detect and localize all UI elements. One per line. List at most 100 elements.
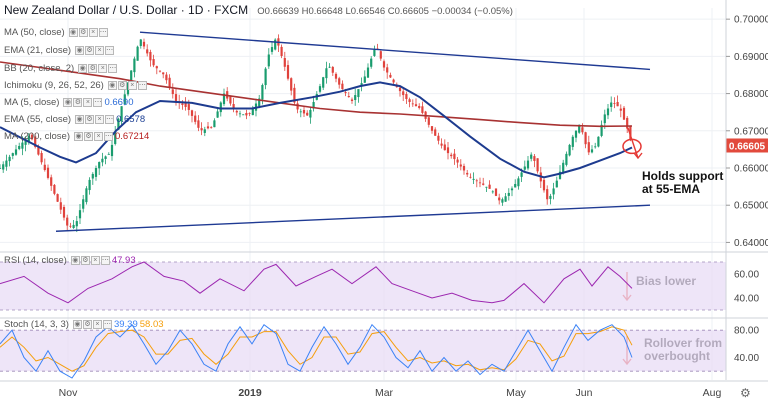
candle-body [603,114,606,124]
trendlines [55,31,651,232]
more-icon[interactable]: ⋯ [108,64,118,73]
gear-icon[interactable]: ⚙ [73,98,83,107]
gear-icon[interactable]: ⚙ [85,46,95,55]
candle-body [469,176,472,178]
candle-body [18,145,21,150]
close-icon[interactable]: × [95,46,105,55]
more-icon[interactable]: ⋯ [105,115,115,124]
indicator-value: 0.6578 [116,114,146,125]
more-icon[interactable]: ⋯ [137,81,147,90]
eye-icon[interactable]: ◉ [68,28,78,37]
close-icon[interactable]: × [94,132,103,141]
eye-icon[interactable]: ◉ [70,256,80,265]
candle-body [290,78,293,91]
candle-body [507,192,510,196]
indicator-legend-row[interactable]: MA (200, close) ◉ ⚙ × ⋯ 0.67214 [4,131,149,142]
candle-body [584,132,587,145]
indicator-legend-row[interactable]: BB (20, close, 2) ◉ ⚙ × ⋯ [4,63,118,74]
more-icon[interactable]: ⋯ [104,132,113,141]
eye-icon[interactable]: ◉ [74,132,83,141]
candle-body [302,109,306,114]
candle-body [466,172,469,175]
candle-body [299,111,302,113]
indicator-legend-row[interactable]: Ichimoku (9, 26, 52, 26) ◉ ⚙ × ⋯ [4,80,147,91]
candle-body [517,178,520,187]
indicator-label: MA (5, close) [4,97,60,108]
more-icon[interactable]: ⋯ [93,98,103,107]
more-icon[interactable]: ⋯ [100,256,110,265]
eye-icon[interactable]: ◉ [63,98,73,107]
ma200-line [0,61,633,128]
gear-icon[interactable]: ⚙ [84,132,93,141]
candle-body [0,168,2,169]
candle-body [11,153,14,156]
close-icon[interactable]: × [127,81,137,90]
eye-icon[interactable]: ◉ [107,81,117,90]
candle-body [520,172,523,177]
close-icon[interactable]: × [95,115,105,124]
gear-icon[interactable]: ⚙ [82,320,92,329]
candle-body [312,102,315,109]
more-icon[interactable]: ⋯ [98,28,108,37]
candle-body [418,106,421,108]
candle-body [130,70,133,83]
candle-body [62,206,66,218]
eye-icon[interactable]: ◉ [75,46,85,55]
candle-body [622,107,626,120]
candle-body [235,110,238,113]
indicator-legend-row[interactable]: EMA (55, close) ◉ ⚙ × ⋯ 0.6578 [4,114,145,125]
indicator-label: MA (50, close) [4,27,65,38]
rsi-legend[interactable]: RSI (14, close) ◉ ⚙ × ⋯ 47.93 [4,255,136,266]
settings-gear-icon[interactable]: ⚙ [740,386,751,400]
candle-body [354,95,357,101]
indicator-legend-row[interactable]: EMA (21, close) ◉ ⚙ × ⋯ [4,45,115,56]
chart-title: New Zealand Dollar / U.S. Dollar · 1D · … [4,3,249,17]
candle-body [213,120,216,128]
candle-body [270,47,274,52]
gear-icon[interactable]: ⚙ [85,115,95,124]
y-tick-label: 0.64000 [734,238,768,249]
candle-body [462,165,466,171]
candle-body [382,61,386,68]
candle-body [558,171,562,179]
ema55-line [0,81,633,179]
candle-body [149,51,152,61]
candle-body [578,124,581,133]
candle-body [581,127,584,133]
candle-body [555,180,558,188]
gear-icon[interactable]: ⚙ [80,256,90,265]
more-icon[interactable]: ⋯ [105,46,115,55]
close-icon[interactable]: × [98,64,108,73]
candle-body [158,70,162,72]
candle-body [104,156,107,159]
eye-icon[interactable]: ◉ [72,320,82,329]
close-icon[interactable]: × [92,320,102,329]
gear-icon[interactable]: ⚙ [78,28,88,37]
eye-icon[interactable]: ◉ [78,64,88,73]
down-arrow-head [633,152,643,160]
indicator-legend-row[interactable]: MA (5, close) ◉ ⚙ × ⋯ 0.6690 [4,97,134,108]
stoch-legend[interactable]: Stoch (14, 3, 3) ◉ ⚙ × ⋯ 39.39 58.03 [4,319,164,330]
candle-body [491,191,494,193]
candle-body [283,58,286,67]
close-icon[interactable]: × [83,98,93,107]
candle-body [43,164,46,170]
more-icon[interactable]: ⋯ [102,320,112,329]
candle-body [514,184,517,188]
gear-icon[interactable]: ⚙ [88,64,98,73]
rsi-value: 47.93 [111,255,136,266]
close-icon[interactable]: × [90,256,100,265]
close-icon[interactable]: × [88,28,98,37]
candle-body [219,102,222,113]
eye-icon[interactable]: ◉ [75,115,85,124]
candle-body [30,134,34,140]
candle-body [389,74,392,78]
candle-body [482,183,485,185]
candle-body [267,54,270,67]
indicator-legend-row[interactable]: MA (50, close) ◉ ⚙ × ⋯ [4,27,108,38]
panel-tick-label: 40.00 [734,353,759,364]
gear-icon[interactable]: ⚙ [117,81,127,90]
